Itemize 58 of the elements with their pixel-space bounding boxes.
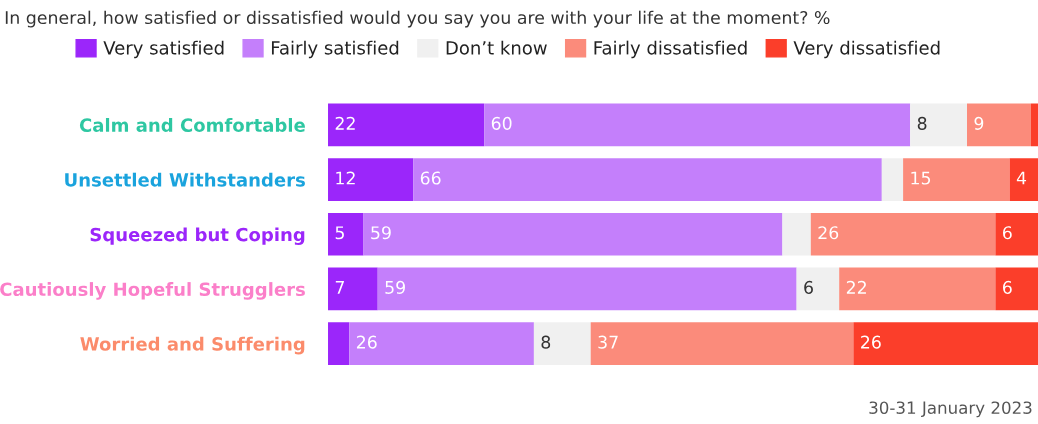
bar — [995, 212, 1038, 256]
bar — [328, 103, 485, 147]
data-label: 60 — [491, 116, 512, 130]
text: 30-31 January 2023 — [869, 401, 1032, 418]
bar — [484, 103, 911, 147]
bar — [903, 158, 1010, 201]
bar — [796, 267, 840, 311]
bar — [328, 158, 414, 201]
bar — [782, 212, 811, 256]
legend-label: Fairly dissatisfied — [594, 40, 747, 59]
chart-title: In general, how satisfied or dissatisfied would you say you are with your life at the moment? % — [5, 10, 830, 28]
data-label: 15 — [911, 171, 931, 185]
bar — [853, 322, 1038, 365]
bar — [910, 103, 967, 147]
bar — [1030, 103, 1038, 147]
bar — [377, 267, 797, 311]
data-label: 59 — [371, 226, 391, 240]
data-label: 8 — [917, 116, 927, 130]
bar — [810, 212, 996, 256]
data-label: 4 — [1016, 171, 1027, 185]
data-label: 6 — [804, 280, 813, 294]
data-label: 22 — [335, 116, 355, 130]
bar — [881, 158, 904, 201]
y-tick-label: Worried and Suffering — [80, 336, 305, 355]
y-tick-label: Unsettled Withstanders — [65, 172, 305, 187]
data-label: 9 — [974, 116, 984, 130]
data-label: 5 — [335, 226, 344, 240]
data-label: 8 — [541, 335, 551, 349]
bar — [328, 322, 350, 365]
data-label: 37 — [598, 335, 618, 349]
bar — [328, 212, 364, 256]
bar — [413, 158, 882, 201]
bar — [967, 103, 1031, 147]
y-tick-label: Cautiously Hopeful Strugglers — [0, 282, 305, 300]
legend-label: Very dissatisfied — [793, 40, 940, 59]
data-label: 12 — [336, 171, 355, 185]
y-tick-label: Calm and Comfortable — [79, 118, 305, 132]
data-label: 22 — [846, 280, 866, 294]
legend-label: Very satisfied — [103, 40, 224, 59]
bar — [1009, 158, 1038, 201]
y-tick-label: Squeezed but Coping — [90, 227, 305, 246]
data-label: 7 — [335, 281, 344, 294]
data-label: 26 — [861, 335, 881, 349]
bar — [995, 267, 1038, 311]
bar — [328, 267, 378, 311]
data-label: 6 — [1003, 226, 1012, 240]
bar — [349, 322, 534, 365]
bar — [590, 322, 854, 365]
legend-label: Fairly satisfied — [271, 40, 399, 59]
data-label: 26 — [356, 335, 377, 349]
legend-label: Don’t know — [446, 40, 547, 55]
data-label: 6 — [1003, 280, 1012, 294]
data-label: 66 — [420, 171, 441, 185]
data-label: 59 — [385, 280, 405, 294]
data-label: 26 — [818, 226, 839, 240]
bar — [533, 322, 591, 365]
bar — [363, 212, 783, 256]
bar — [839, 267, 996, 311]
